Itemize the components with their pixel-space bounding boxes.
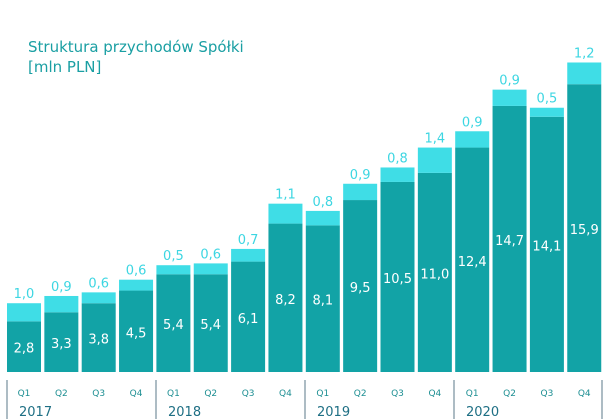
bar-segment-base	[492, 105, 527, 373]
x-tick-label: Q2	[55, 389, 68, 399]
bar-segment-base	[44, 312, 79, 372]
x-tick-label: Q4	[428, 389, 441, 399]
x-tick-label: Q1	[167, 389, 180, 399]
bar-segment-top	[44, 295, 79, 313]
x-tick-label: Q2	[503, 389, 516, 399]
bar-segment-base	[305, 225, 340, 372]
x-tick-label: Q1	[466, 389, 479, 399]
bar-segment-top	[231, 248, 266, 262]
bar-segment-top	[119, 279, 154, 291]
bar-segment-top	[567, 62, 602, 85]
x-tick-label: Q4	[130, 389, 143, 399]
bar-segment-base	[529, 116, 564, 372]
bar-segment-top	[7, 303, 41, 322]
x-tick-label: Q3	[92, 389, 105, 399]
bar-segment-base	[268, 223, 303, 372]
bar-segment-base	[417, 172, 452, 372]
bar-top-value-label: 1,4	[425, 132, 446, 147]
bar-top-value-label: 0,8	[312, 195, 333, 210]
bar-segment-top	[81, 292, 116, 304]
bar-segment-base	[119, 290, 154, 372]
bar-top-value-label: 0,9	[499, 74, 520, 89]
bar-top-value-label: 0,9	[462, 115, 483, 130]
bar-base-value-label: 3,8	[88, 333, 109, 348]
bar-segment-top	[455, 131, 490, 148]
bar-segment-top	[380, 167, 415, 182]
bar-base-value-label: 2,8	[14, 342, 35, 357]
x-tick-label: Q1	[18, 389, 31, 399]
chart-subtitle: [mln PLN]	[28, 58, 102, 76]
x-tick-label: Q4	[279, 389, 292, 399]
bar-segment-base	[567, 84, 602, 373]
bar-top-value-label: 1,2	[574, 46, 595, 61]
bar-base-value-label: 8,1	[312, 294, 333, 309]
bar-top-value-label: 0,6	[126, 264, 147, 279]
bar-base-value-label: 4,5	[126, 326, 147, 341]
bar-base-value-label: 9,5	[350, 281, 371, 296]
bar-segment-base	[455, 147, 490, 372]
bar-segment-base	[343, 200, 378, 372]
bar-segment-top	[343, 183, 378, 201]
bar-segment-base	[81, 303, 116, 372]
bar-base-value-label: 11,0	[420, 267, 449, 282]
x-tick-label: Q3	[540, 389, 553, 399]
x-tick-label: Q3	[242, 389, 255, 399]
bar-segment-base	[7, 321, 41, 372]
x-tick-label: Q4	[578, 389, 591, 399]
bar-segment-top	[417, 147, 452, 173]
bar-segment-top	[305, 210, 340, 226]
bar-base-value-label: 15,9	[570, 223, 599, 238]
bar-segment-base	[380, 181, 415, 372]
bar-segment-base	[193, 274, 228, 372]
bar-top-value-label: 0,5	[537, 92, 558, 107]
bar-base-value-label: 5,4	[200, 318, 221, 333]
bar-top-value-label: 0,5	[163, 249, 184, 264]
bar-base-value-label: 14,7	[495, 234, 524, 249]
bar-top-value-label: 0,9	[51, 280, 72, 295]
bar-top-value-label: 0,6	[200, 247, 221, 262]
bar-segment-top	[492, 89, 527, 106]
bar-top-value-label: 0,9	[350, 168, 371, 183]
bar-base-value-label: 8,2	[275, 293, 296, 308]
bar-top-value-label: 0,8	[387, 151, 408, 166]
x-year-label: 2019	[317, 405, 350, 419]
bar-segment-top	[156, 265, 191, 275]
x-tick-label: Q1	[316, 389, 329, 399]
bar-top-value-label: 0,6	[88, 276, 109, 291]
bar-top-value-label: 0,7	[238, 233, 259, 248]
chart-title: Struktura przychodów Spółki	[28, 38, 244, 56]
x-tick-label: Q3	[391, 389, 404, 399]
x-year-label: 2018	[168, 405, 201, 419]
bar-segment-top	[193, 263, 228, 275]
x-tick-label: Q2	[354, 389, 367, 399]
x-year-label: 2020	[466, 405, 499, 419]
bar-segment-base	[231, 261, 266, 372]
bar-base-value-label: 12,4	[458, 255, 487, 270]
bar-base-value-label: 14,1	[532, 239, 561, 254]
bar-segment-top	[268, 203, 303, 224]
bar-top-value-label: 1,1	[275, 188, 296, 203]
x-tick-label: Q2	[204, 389, 217, 399]
bar-segment-top	[529, 107, 564, 117]
bar-base-value-label: 5,4	[163, 318, 184, 333]
x-year-label: 2017	[19, 405, 52, 419]
bar-base-value-label: 10,5	[383, 272, 412, 287]
bar-base-value-label: 3,3	[51, 337, 72, 352]
bar-top-value-label: 1,0	[14, 287, 35, 302]
bar-segment-base	[156, 274, 191, 372]
bar-base-value-label: 6,1	[238, 312, 259, 327]
